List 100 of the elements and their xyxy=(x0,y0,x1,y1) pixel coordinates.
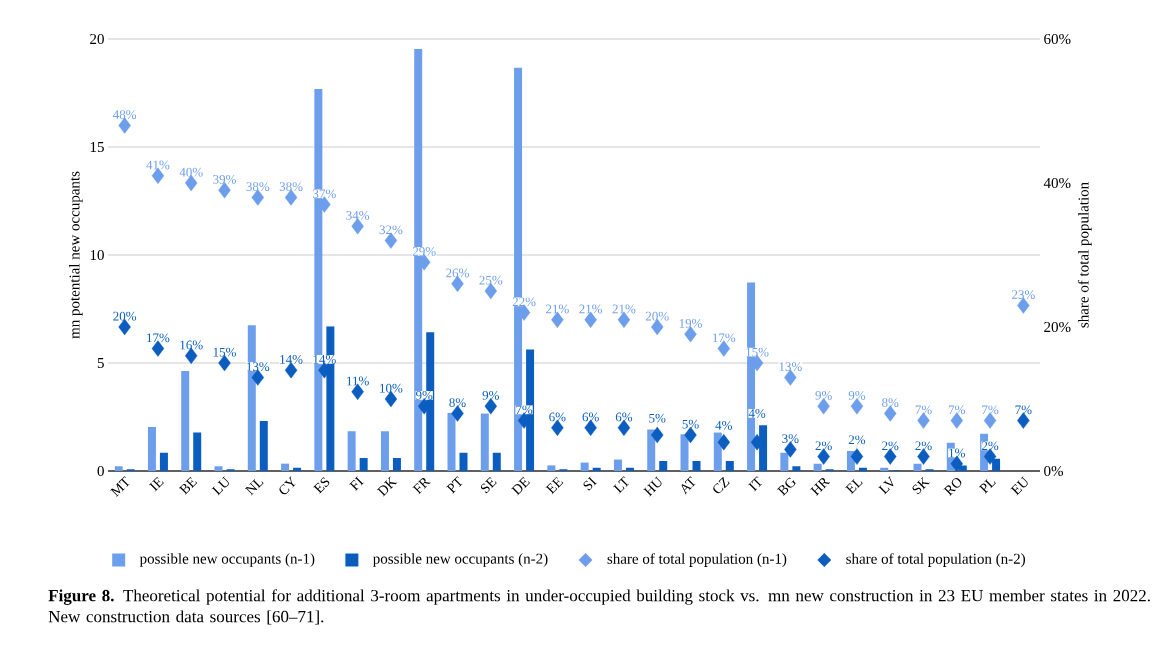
x-tick-label: PL xyxy=(978,478,996,494)
bar xyxy=(147,426,156,471)
bar xyxy=(447,412,456,471)
bar xyxy=(459,452,468,471)
text: Figure 8. Theoretical potential for additional 3-room apartments in under-occupied building stock vs. mn new construction in 23 EU member states in 2022. New construction data sources [60–71]. xyxy=(48,589,1150,625)
bar xyxy=(880,467,889,471)
data-label: 21% xyxy=(612,304,636,314)
y2-tick-label: 40% xyxy=(1043,177,1071,189)
bar xyxy=(913,463,922,471)
x-tick-label: SI xyxy=(583,476,597,491)
x-tick-label: FI xyxy=(349,476,364,491)
data-label: 7% xyxy=(915,405,932,415)
data-label: 2% xyxy=(981,441,999,451)
legend-label: possible new occupants (n-1) xyxy=(139,553,315,567)
x-tick-label: DE xyxy=(511,476,530,496)
point xyxy=(850,448,864,465)
y2-tick-label: 60% xyxy=(1044,33,1071,45)
data-label: 7% xyxy=(982,405,999,415)
data-label: 20% xyxy=(113,311,137,321)
y-tick-label: 20 xyxy=(90,33,104,45)
data-label: 13% xyxy=(779,362,802,371)
bar xyxy=(780,452,789,471)
data-label: 32% xyxy=(379,225,403,235)
data-label: 13% xyxy=(247,362,270,371)
bar xyxy=(625,467,634,471)
x-tick-label: LU xyxy=(211,476,229,496)
bar xyxy=(281,463,290,471)
data-label: 16% xyxy=(180,340,203,350)
x-tick-label: MT xyxy=(110,476,130,498)
bar xyxy=(725,461,734,471)
data-label: 15% xyxy=(213,347,236,357)
bar xyxy=(214,466,223,471)
data-label: 6% xyxy=(615,412,633,422)
bar xyxy=(480,413,489,471)
data-label: 8% xyxy=(882,398,899,407)
bar xyxy=(547,465,556,471)
data-label: 25% xyxy=(479,275,503,285)
bar xyxy=(293,467,302,471)
y2-tick-label: 0% xyxy=(1044,465,1064,477)
data-label: 17% xyxy=(713,333,736,343)
data-label: 3% xyxy=(782,434,799,443)
bar xyxy=(659,461,668,471)
data-label: 38% xyxy=(246,182,270,191)
data-label: 2% xyxy=(882,441,899,451)
data-label: 7% xyxy=(516,405,533,415)
y-tick-label: 0 xyxy=(97,465,104,477)
data-label: 21% xyxy=(579,304,603,314)
bar xyxy=(159,452,168,471)
bar xyxy=(680,434,689,471)
data-label: 2% xyxy=(848,435,866,445)
x-tick-label: HR xyxy=(810,478,831,496)
data-label: 4% xyxy=(715,420,733,430)
bar xyxy=(792,466,801,471)
data-label: 41% xyxy=(146,160,170,170)
bar xyxy=(592,467,601,471)
data-label: 4% xyxy=(748,408,766,418)
x-tick-label: LV xyxy=(878,476,894,495)
data-label: 6% xyxy=(549,412,566,422)
bar xyxy=(492,452,501,471)
bar xyxy=(380,431,389,471)
legend-label: share of total population (n-2) xyxy=(846,553,1025,567)
x-tick-label: PT xyxy=(446,476,463,494)
data-label: 2% xyxy=(915,441,932,451)
x-tick-label: CY xyxy=(279,476,296,495)
x-tick-label: RO xyxy=(943,478,962,496)
y2-tick-label: 20% xyxy=(1044,321,1071,333)
x-tick-label: IE xyxy=(148,476,164,492)
x-tick-label: HU xyxy=(643,476,662,497)
x-tick-label: IT xyxy=(748,476,763,492)
data-label: 15% xyxy=(746,347,769,357)
data-label: 14% xyxy=(280,354,303,364)
x-tick-label: LT xyxy=(613,476,629,494)
data-label: 37% xyxy=(313,189,336,199)
data-label: 26% xyxy=(446,268,469,278)
data-label: 7% xyxy=(1015,405,1032,415)
x-tick-label: EL xyxy=(845,478,863,495)
legend-label: possible new occupants (n-2) xyxy=(373,553,548,567)
data-label: 19% xyxy=(679,318,702,328)
x-tick-label: EE xyxy=(545,476,564,495)
data-label: 29% xyxy=(412,246,436,256)
x-tick-label: BG xyxy=(776,477,796,497)
data-label: 14% xyxy=(313,354,336,364)
y-tick-label: 15 xyxy=(90,141,104,153)
bar xyxy=(580,462,589,471)
data-label: 34% xyxy=(346,210,370,220)
bar xyxy=(613,459,622,471)
point xyxy=(651,426,664,444)
x-tick-label: DK xyxy=(376,476,398,497)
data-label: 40% xyxy=(179,167,203,177)
data-label: 6% xyxy=(582,412,599,422)
bar xyxy=(813,463,822,471)
data-label: 21% xyxy=(546,304,569,314)
data-label: 23% xyxy=(1012,290,1035,299)
data-label: 39% xyxy=(213,174,236,184)
data-label: 11% xyxy=(347,376,369,386)
y-tick-label: 5 xyxy=(97,358,104,368)
data-label: 9% xyxy=(848,390,866,400)
data-label: 7% xyxy=(948,405,966,415)
x-tick-label: FR xyxy=(412,478,431,495)
y-tick-label: 10 xyxy=(90,249,104,261)
